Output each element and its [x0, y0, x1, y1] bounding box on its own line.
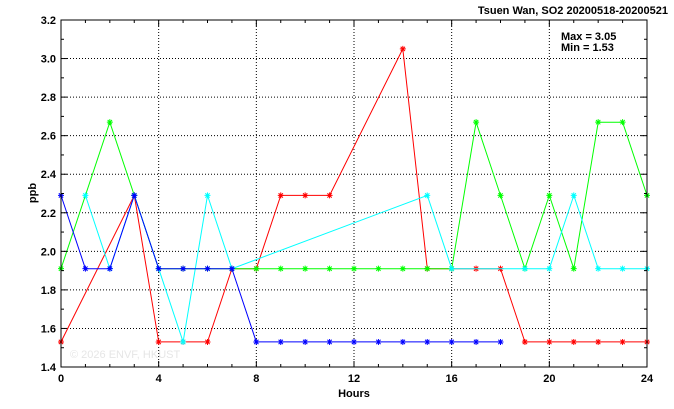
- series-line: [60, 120, 648, 271]
- data-point: [155, 338, 162, 345]
- data-point: [228, 265, 235, 272]
- chart-title: Tsuen Wan, SO2 20200518-20200521: [478, 5, 668, 17]
- data-point: [546, 338, 553, 345]
- data-point: [570, 265, 577, 272]
- y-tick-label: 1.8: [41, 285, 56, 297]
- data-point: [619, 265, 626, 272]
- min-label: Min = 1.53: [561, 42, 614, 54]
- x-tick-label: 24: [641, 373, 654, 385]
- data-point: [277, 265, 284, 272]
- data-point: [180, 338, 187, 345]
- y-axis-label: ppb: [27, 183, 39, 203]
- data-point: [570, 338, 577, 345]
- data-point: [155, 265, 162, 272]
- data-point: [497, 192, 504, 199]
- x-tick-label: 8: [253, 373, 259, 385]
- data-point: [521, 265, 528, 272]
- data-point: [546, 192, 553, 199]
- y-tick-label: 2.2: [41, 208, 56, 220]
- data-point: [473, 338, 480, 345]
- y-tick-label: 2.0: [41, 246, 56, 258]
- max-label: Max = 3.05: [561, 31, 616, 43]
- series-group: [58, 45, 650, 345]
- y-tick-label: 2.6: [41, 131, 56, 143]
- data-point: [326, 265, 333, 272]
- data-point: [131, 192, 138, 199]
- x-tick-label: 12: [348, 373, 360, 385]
- data-point: [521, 338, 528, 345]
- x-tick-label: 0: [58, 373, 64, 385]
- data-point: [399, 45, 406, 52]
- data-point: [375, 265, 382, 272]
- data-point: [253, 338, 260, 345]
- x-axis-label: Hours: [338, 388, 370, 400]
- data-point: [180, 265, 187, 272]
- y-tick-label: 2.4: [41, 169, 57, 181]
- data-point: [399, 338, 406, 345]
- data-point: [619, 119, 626, 126]
- data-point: [399, 265, 406, 272]
- data-point: [302, 265, 309, 272]
- data-point: [204, 192, 211, 199]
- data-point: [351, 265, 357, 272]
- data-point: [277, 192, 284, 199]
- x-tick-label: 4: [156, 373, 163, 385]
- series-4: [58, 192, 504, 345]
- data-point: [106, 119, 113, 126]
- data-point: [82, 192, 89, 199]
- y-tick-label: 1.4: [41, 362, 57, 374]
- data-point: [546, 265, 553, 272]
- data-point: [448, 338, 455, 345]
- data-point: [424, 192, 431, 199]
- series-1: [58, 45, 650, 345]
- data-point: [82, 265, 89, 272]
- data-point: [595, 265, 602, 272]
- data-point: [302, 338, 309, 345]
- x-tick-label: 16: [446, 373, 458, 385]
- grid: [61, 20, 647, 367]
- data-point: [302, 192, 309, 199]
- data-point: [595, 119, 602, 126]
- data-point: [424, 338, 431, 345]
- data-point: [473, 119, 480, 126]
- data-point: [204, 338, 211, 345]
- data-point: [106, 265, 113, 272]
- data-point: [326, 192, 333, 199]
- y-tick-label: 3.0: [41, 54, 56, 66]
- data-point: [351, 338, 357, 345]
- ticks: 0 4 8 12 16 20 24 1.4 1.6 1.8 2.0 2.2 2.4 2.6 2.8 3.0 3.…: [41, 15, 654, 385]
- data-point: [204, 265, 211, 272]
- data-point: [326, 338, 333, 345]
- y-tick-label: 2.8: [41, 92, 56, 104]
- data-point: [448, 265, 455, 272]
- y-tick-label: 1.6: [41, 323, 56, 335]
- watermark: © 2026 ENVF, HKUST: [70, 349, 180, 361]
- y-tick-label: 3.2: [41, 15, 56, 27]
- data-point: [424, 265, 431, 272]
- data-point: [595, 338, 602, 345]
- data-point: [375, 338, 382, 345]
- x-tick-label: 20: [543, 373, 555, 385]
- data-point: [619, 338, 626, 345]
- data-point: [277, 338, 284, 345]
- data-point: [570, 192, 577, 199]
- data-point: [497, 338, 504, 345]
- data-point: [253, 265, 260, 272]
